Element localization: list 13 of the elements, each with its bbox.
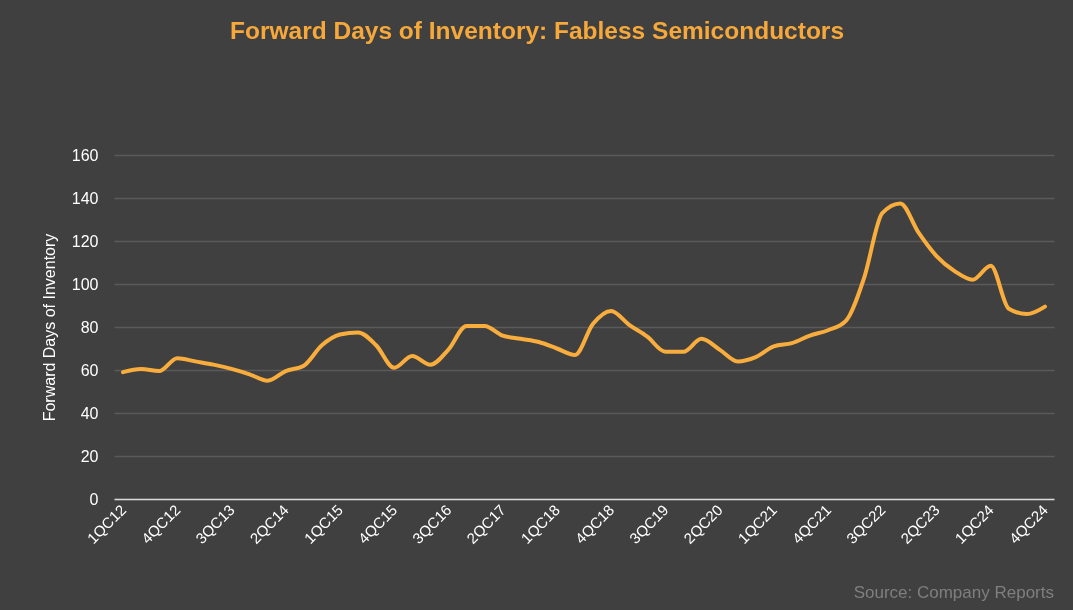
y-tick-label: 60: [80, 361, 99, 379]
y-tick-label: 20: [80, 447, 99, 465]
y-tick-label: 100: [71, 275, 99, 293]
y-tick-label: 120: [71, 232, 99, 250]
source-note: Source: Company Reports: [853, 583, 1054, 602]
y-tick-label: 40: [80, 404, 99, 422]
line-series: [121, 201, 1047, 383]
y-tick-label: 160: [71, 146, 99, 164]
y-axis-title: Forward Days of Inventory: [40, 233, 58, 422]
chart-title: Forward Days of Inventory: Fabless Semiconductors: [229, 16, 845, 44]
y-tick-label: 140: [71, 189, 99, 207]
y-tick-label: 80: [80, 318, 99, 336]
y-tick-label: 0: [89, 490, 99, 508]
